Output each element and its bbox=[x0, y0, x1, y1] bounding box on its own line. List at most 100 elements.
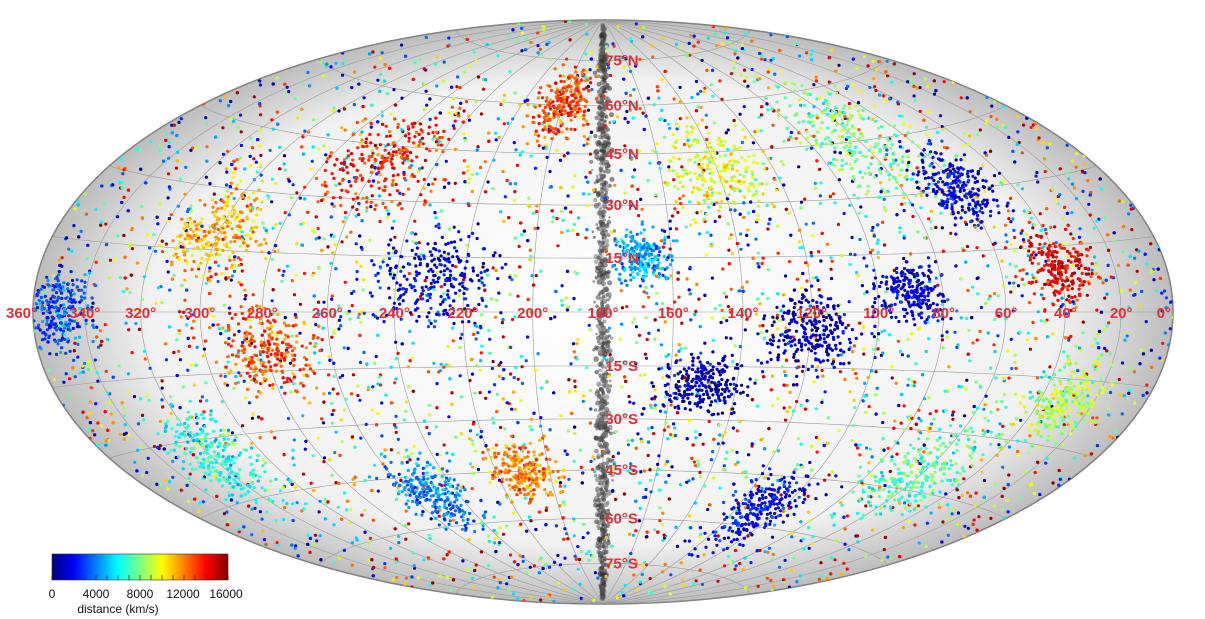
galaxy-point bbox=[685, 480, 689, 484]
galaxy-point bbox=[407, 272, 411, 276]
galaxy-point bbox=[121, 181, 125, 185]
zone-of-avoidance-mark bbox=[608, 296, 612, 299]
galaxy-point bbox=[635, 588, 639, 592]
galaxy-point bbox=[310, 159, 314, 163]
zone-of-avoidance-mark bbox=[602, 319, 607, 324]
galaxy-point bbox=[840, 121, 845, 126]
galaxy-point bbox=[864, 410, 868, 414]
galaxy-point bbox=[585, 366, 589, 370]
galaxy-point bbox=[1028, 434, 1032, 438]
galaxy-point bbox=[87, 360, 91, 364]
galaxy-point bbox=[91, 339, 95, 344]
galaxy-point bbox=[878, 181, 883, 185]
galaxy-point bbox=[794, 136, 798, 141]
galaxy-point bbox=[350, 86, 354, 90]
galaxy-point bbox=[307, 401, 312, 405]
galaxy-point bbox=[727, 248, 731, 252]
galaxy-point bbox=[165, 259, 169, 263]
galaxy-point bbox=[1011, 217, 1015, 221]
galaxy-point bbox=[95, 371, 99, 375]
galaxy-point bbox=[678, 197, 682, 201]
galaxy-point bbox=[349, 508, 353, 512]
galaxy-point bbox=[298, 196, 302, 200]
galaxy-point bbox=[747, 211, 751, 215]
galaxy-point bbox=[373, 361, 377, 365]
galaxy-point bbox=[994, 376, 998, 380]
zone-of-avoidance-mark bbox=[596, 413, 603, 420]
galaxy-point bbox=[493, 315, 498, 319]
galaxy-point bbox=[156, 222, 160, 226]
galaxy-point bbox=[529, 596, 533, 600]
galaxy-point bbox=[759, 48, 763, 52]
galaxy-point bbox=[950, 508, 954, 512]
galaxy-point bbox=[731, 426, 736, 430]
galaxy-point bbox=[520, 49, 524, 53]
galaxy-point bbox=[746, 84, 750, 88]
galaxy-point bbox=[227, 336, 231, 341]
galaxy-point bbox=[47, 368, 51, 373]
zone-of-avoidance-mark bbox=[602, 431, 608, 437]
galaxy-point bbox=[1121, 250, 1125, 254]
galaxy-point bbox=[324, 153, 328, 157]
galaxy-point bbox=[1121, 199, 1125, 204]
zone-of-avoidance-mark bbox=[605, 274, 611, 279]
galaxy-point bbox=[799, 403, 803, 407]
galaxy-point bbox=[758, 302, 762, 306]
galaxy-point bbox=[406, 365, 410, 369]
galaxy-point bbox=[829, 256, 833, 260]
galaxy-point bbox=[539, 598, 543, 602]
galaxy-point bbox=[268, 148, 272, 152]
galaxy-point bbox=[839, 572, 843, 576]
galaxy-point bbox=[703, 293, 707, 297]
galaxy-point bbox=[1057, 202, 1061, 206]
galaxy-point bbox=[514, 148, 518, 152]
galaxy-point bbox=[255, 170, 259, 174]
galaxy-point bbox=[819, 181, 823, 185]
galaxy-point bbox=[566, 429, 571, 433]
galaxy-point bbox=[791, 409, 796, 413]
galaxy-point bbox=[902, 404, 906, 408]
galaxy-point bbox=[569, 362, 573, 366]
galaxy-point bbox=[1117, 377, 1121, 382]
galaxy-point bbox=[634, 325, 639, 329]
galaxy-point bbox=[907, 520, 911, 524]
zone-of-avoidance-mark bbox=[593, 356, 599, 362]
galaxy-point bbox=[1081, 331, 1085, 335]
galaxy-point bbox=[976, 292, 980, 296]
galaxy-point bbox=[217, 264, 221, 268]
galaxy-point bbox=[865, 446, 869, 450]
galaxy-point bbox=[317, 300, 321, 304]
galaxy-point bbox=[347, 180, 351, 184]
galaxy-point bbox=[566, 194, 570, 198]
galaxy-point bbox=[317, 147, 321, 151]
galaxy-point bbox=[505, 582, 509, 586]
galaxy-point bbox=[1048, 365, 1052, 369]
galaxy-point bbox=[729, 233, 733, 237]
galaxy-point bbox=[680, 578, 685, 582]
galaxy-point bbox=[680, 165, 684, 169]
zone-of-avoidance-mark bbox=[609, 199, 614, 204]
galaxy-point bbox=[1020, 187, 1024, 191]
galaxy-point bbox=[875, 68, 879, 72]
galaxy-point bbox=[746, 243, 750, 247]
galaxy-point bbox=[706, 145, 710, 149]
galaxy-point bbox=[851, 424, 855, 428]
galaxy-point bbox=[883, 483, 887, 488]
galaxy-point bbox=[642, 127, 646, 132]
galaxy-point bbox=[271, 226, 275, 230]
galaxy-point bbox=[544, 147, 548, 151]
galaxy-point bbox=[126, 188, 130, 192]
galaxy-point bbox=[127, 328, 131, 332]
galaxy-point bbox=[817, 96, 822, 100]
galaxy-point bbox=[925, 132, 929, 136]
galaxy-point bbox=[928, 412, 932, 416]
galaxy-point bbox=[109, 412, 113, 416]
galaxy-point bbox=[225, 189, 229, 193]
galaxy-point bbox=[615, 596, 620, 600]
galaxy-point bbox=[458, 86, 462, 90]
galaxy-point bbox=[343, 216, 347, 220]
galaxy-point bbox=[561, 63, 565, 67]
galaxy-point bbox=[739, 232, 743, 236]
galaxy-point bbox=[965, 316, 969, 320]
galaxy-point bbox=[337, 327, 341, 331]
